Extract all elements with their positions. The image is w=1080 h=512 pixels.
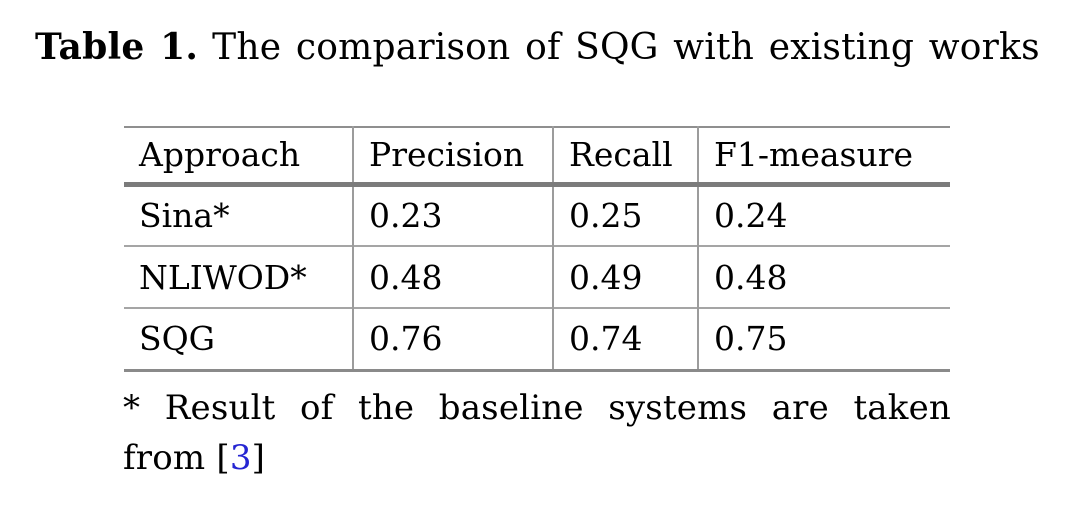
table-row-sqg: SQG 0.76 0.74 0.75: [124, 308, 950, 370]
cell-approach: Sina*: [139, 196, 230, 236]
cell-f1: 0.24: [697, 184, 950, 246]
column-header-f1-measure: F1-measure: [697, 127, 950, 184]
column-header-recall: Recall: [552, 127, 698, 184]
table-row-nliwod: NLIWOD* 0.48 0.49 0.48: [124, 246, 950, 308]
cell-precision: 0.48: [352, 246, 553, 308]
cell-recall: 0.25: [552, 184, 698, 246]
cell-approach: SQG: [139, 319, 216, 359]
citation-link-3[interactable]: 3: [229, 438, 252, 478]
cell-precision: 0.76: [352, 308, 553, 370]
cell-approach: NLIWOD*: [139, 257, 307, 297]
table-caption: Table 1. The comparison of SQG with exist…: [35, 26, 1040, 68]
cell-recall: 0.74: [552, 308, 698, 370]
column-header-approach: Approach: [139, 135, 301, 175]
cell-precision: 0.23: [352, 184, 553, 246]
cell-f1: 0.48: [697, 246, 950, 308]
column-header-precision: Precision: [352, 127, 553, 184]
table-footnote: * Result of the baseline systems are tak…: [123, 383, 951, 483]
table-header-row: Approach Precision Recall F1-measure: [124, 127, 950, 184]
footnote-line2-suffix: ]: [251, 438, 266, 478]
table-caption-label: Table 1.: [35, 26, 199, 68]
cell-f1: 0.75: [697, 308, 950, 370]
table-row-sina: Sina* 0.23 0.25 0.24: [124, 184, 950, 246]
footnote-line-1: * Result of the baseline systems are tak…: [123, 388, 951, 428]
footnote-line2-prefix: from [: [123, 438, 230, 478]
table-caption-text: The comparison of SQG with existing work…: [212, 27, 1040, 68]
comparison-table: Approach Precision Recall F1-measure Sin…: [124, 126, 950, 372]
cell-recall: 0.49: [552, 246, 698, 308]
footnote-line-2: from [3]: [123, 433, 951, 483]
